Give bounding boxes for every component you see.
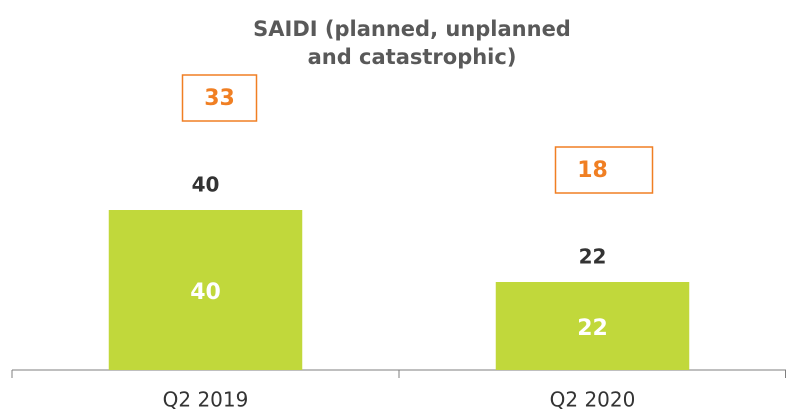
annotation-label: 18	[577, 158, 608, 183]
annotation-label: 33	[204, 86, 235, 111]
x-tick-label: Q2 2020	[550, 388, 636, 412]
value-label-inside: 40	[190, 280, 221, 305]
x-tick-label: Q2 2019	[163, 388, 249, 412]
annotation-box	[554, 146, 654, 194]
bar	[108, 210, 303, 370]
bar	[495, 282, 690, 370]
chart-title: SAIDI (planned, unplanned	[253, 17, 571, 41]
annotation-box	[181, 74, 258, 122]
value-label: 22	[579, 245, 607, 269]
value-label-inside: 22	[577, 316, 608, 341]
value-label: 40	[192, 173, 220, 197]
chart-title: and catastrophic)	[308, 45, 517, 69]
